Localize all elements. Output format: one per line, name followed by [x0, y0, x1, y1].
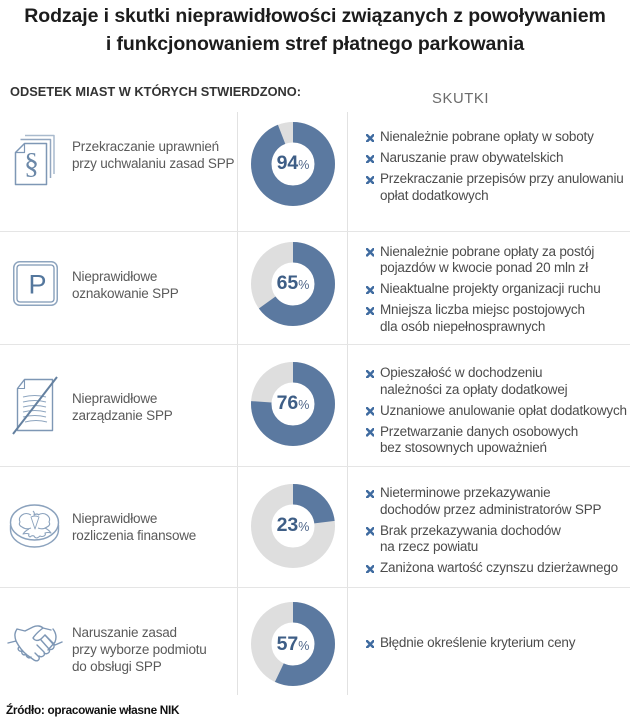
svg-text:P: P	[29, 270, 47, 300]
svg-text:§: §	[24, 147, 39, 180]
